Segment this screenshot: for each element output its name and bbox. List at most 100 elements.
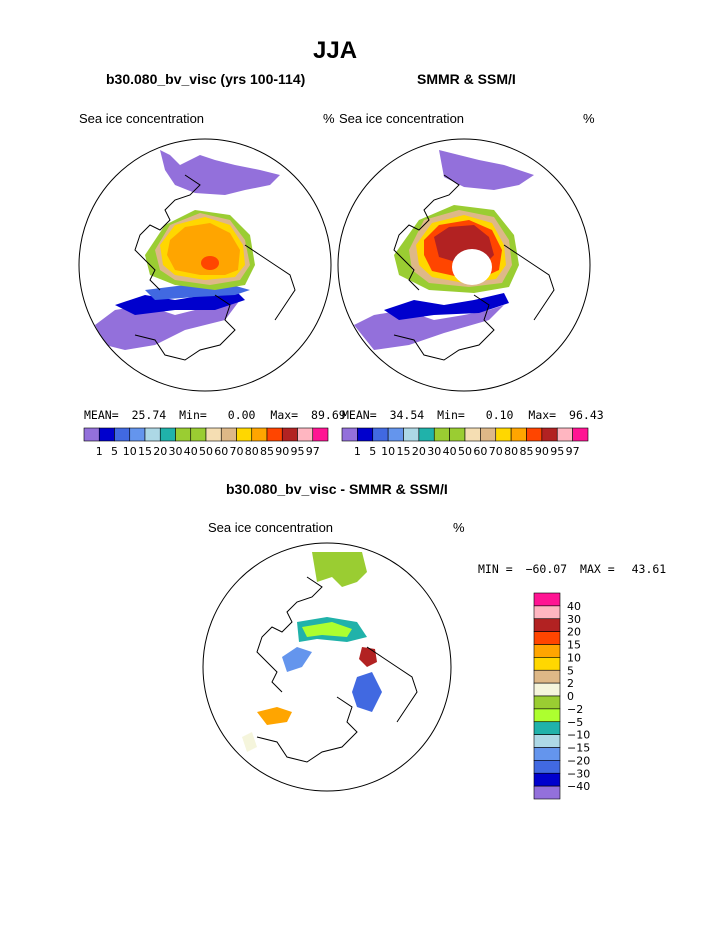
panel2-max-label: Max= [528,408,557,422]
panel2-colorbar-tick-label: 97 [566,445,580,458]
panel2-colorbar-tick-label: 40 [443,445,457,458]
panel2-coast-greenland [393,174,460,291]
panel2-colorbar-swatch [480,427,497,442]
panel1-colorbar-swatch [281,427,298,442]
panel2-colorbar-tick-label: 1 [354,445,361,458]
panel1-colorbar-swatch [251,427,268,442]
panel1-colorbar-tick-label: 50 [199,445,213,458]
panel2-colorbar-tick-label: 50 [458,445,472,458]
diff-colorbar-swatch [533,785,561,800]
diff-boundary [202,542,452,792]
panel1-boundary [78,138,332,392]
panel1-max-value: 89.69 [311,408,346,422]
diff-colorbar-tick-label: 2 [567,677,574,690]
panel2-colorbar-swatch [526,427,543,442]
diff-colorbar-tick-label: 15 [567,639,581,652]
panel2-mean-value: 34.54 [389,408,425,422]
panel2-colorbar-swatch [418,427,435,442]
diff-colorbar-swatch [533,669,561,684]
panel2-colorbar-tick-label: 5 [369,445,376,458]
panel2-map [337,138,591,392]
diff-colorbar-swatch [533,760,561,774]
diff-colorbar-swatch [533,657,561,671]
panel2-title: SMMR & SSM/I [417,71,516,87]
diff-colorbar-tick-label: 30 [567,613,581,626]
panel1-region-core [201,256,219,270]
diff-coast-alaska [366,646,418,723]
panel2-colorbar-swatch [510,427,527,442]
panel2-stats: MEAN= 34.54 Min= 0.10 Max= 96.43 [342,408,604,422]
diff-colorbar-swatch [533,721,561,735]
panel1-colorbar-swatch [220,427,237,442]
panel2-max-value: 96.43 [569,408,604,422]
diff-colorbar-tick-label: 10 [567,651,581,664]
diff-map [202,542,452,792]
panel2-colorbar-tick-label: 15 [397,445,411,458]
panel1-coast-alaska [244,244,296,321]
panel1-colorbar-tick-label: 95 [291,445,305,458]
panel1-colorbar-tick-label: 90 [275,445,289,458]
panel1-colorbar-swatch [190,427,207,442]
diff-colorbar-tick-label: 20 [567,626,581,639]
panel1-colorbar-swatch [266,427,283,442]
diff-colorbar-swatch [533,682,561,697]
diff-region-orange [257,707,292,725]
panel1-title: b30.080_bv_visc (yrs 100-114) [106,71,306,87]
diff-colorbar-swatch [533,592,561,607]
diff-region-green-block [312,552,367,587]
diff-min-value: −60.07 [525,562,568,576]
diff-min-label: MIN = [478,562,513,576]
diff-colorbar-tick-label: −5 [567,716,583,729]
diff-minmax: MIN = −60.07 MAX = 43.61 [478,562,666,576]
panel1-max-label: Max= [270,408,299,422]
diff-colorbar-tick-label: −15 [567,742,590,755]
diff-field-label: Sea ice concentration [208,520,334,535]
panel2-colorbar-swatch [433,427,450,442]
panel2-colorbar-swatch [357,427,374,442]
panel1-colorbar-swatch [159,427,176,442]
panel1-colorbar-tick-label: 40 [184,445,198,458]
diff-region-blue [282,647,312,672]
panel1-colorbar-tick-label: 15 [138,445,152,458]
panel1-region-atlantic [160,150,280,195]
panel2-colorbar-tick-label: 60 [473,445,487,458]
diff-region-darkblue [352,672,382,712]
panel2-colorbar-swatch [464,427,481,442]
diff-colorbar-tick-label: −40 [567,780,590,793]
diff-region-red [359,647,377,667]
panel1-coast-eurasia [134,294,236,361]
panel1-colorbar-tick-label: 5 [111,445,118,458]
panel1-region-edge-blue [115,290,245,315]
panel2-region-pacific [354,305,504,350]
panel2-colorbar-swatch [541,427,558,442]
panel2-colorbar-tick-label: 70 [489,445,503,458]
panel2-boundary [337,138,591,392]
diff-colorbar-tick-label: 40 [567,600,581,613]
panel2-coast-alaska [503,244,555,321]
panel2-mean-label: MEAN= [342,408,377,422]
panel1-mean-value: 25.74 [131,408,167,422]
panel1-colorbar-swatch [175,427,192,442]
panel2-colorbar-swatch [449,427,466,442]
diff-colorbar-swatch [533,644,561,658]
panel1-colorbar-tick-label: 70 [230,445,244,458]
panel1-colorbar-tick-label: 80 [245,445,259,458]
panel2-colorbar-tick-label: 80 [504,445,518,458]
panel2-colorbar-tick-label: 95 [550,445,564,458]
panel1-region-orange [167,223,240,275]
diff-title: b30.080_bv_visc - SMMR & SSM/I [226,481,448,497]
panel2-colorbar-swatch [341,427,358,442]
panel2-field-label: Sea ice concentration [339,111,465,126]
diff-colorbar-swatch [533,772,561,787]
diff-colorbar-tick-label: −2 [567,703,583,716]
panel1-colorbar-swatch [114,427,131,442]
panel1-coast-greenland [134,174,201,291]
diff-colorbar-swatch [533,734,561,748]
panel1-colorbar-swatch [83,427,100,442]
diff-colorbar-swatch [533,618,561,632]
panel1-units-label: % [323,111,335,126]
diff-colorbar-swatch [533,695,561,710]
diff-field [242,552,418,763]
panel2-coast-eurasia [393,294,495,361]
